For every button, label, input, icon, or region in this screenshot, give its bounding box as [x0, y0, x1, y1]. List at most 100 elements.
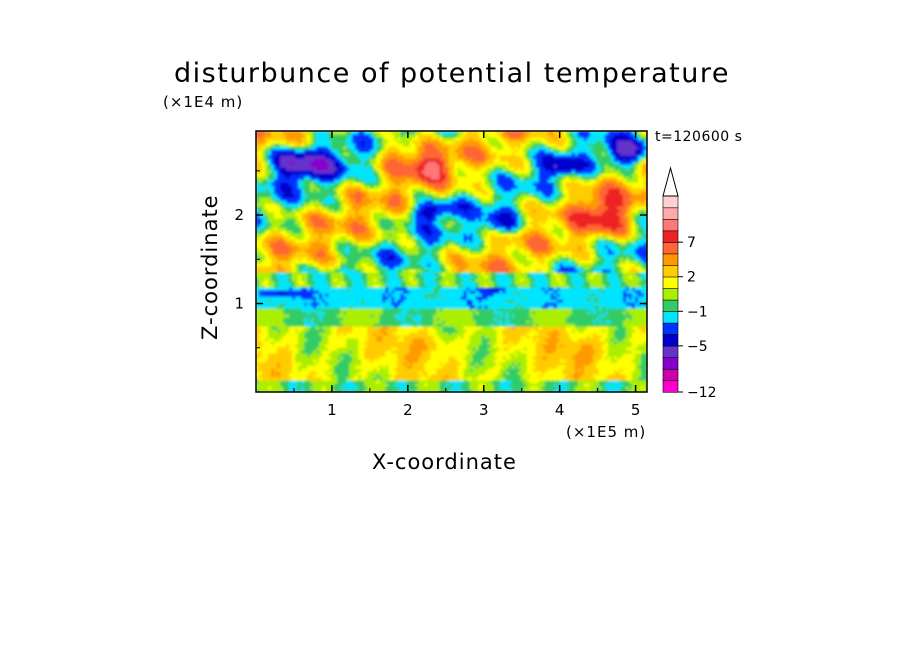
heatmap-cell [343, 326, 347, 330]
heatmap-cell [349, 383, 353, 387]
heatmap-cell [400, 284, 404, 288]
heatmap-cell [442, 356, 447, 360]
heatmap-cell [505, 332, 510, 336]
heatmap-cell [508, 326, 513, 330]
heatmap-cell [370, 362, 374, 366]
heatmap-cell [301, 284, 305, 288]
heatmap-cell [625, 338, 630, 342]
heatmap-cell [547, 299, 552, 303]
heatmap-cell [334, 305, 338, 309]
heatmap-cell [415, 311, 420, 315]
heatmap-cell [361, 323, 365, 327]
heatmap-cell [325, 290, 329, 294]
heatmap-cell [388, 365, 392, 369]
heatmap-cell [394, 386, 398, 390]
heatmap-cell [424, 311, 429, 315]
heatmap-cell [499, 302, 504, 306]
heatmap-cell [481, 344, 486, 348]
heatmap-cell [469, 386, 474, 390]
heatmap-cell [562, 278, 567, 282]
heatmap-cell [451, 332, 456, 336]
heatmap-cell [340, 344, 344, 348]
heatmap-cell [256, 371, 260, 375]
heatmap-cell [355, 356, 359, 360]
heatmap-cell [376, 281, 380, 285]
heatmap-cell [358, 275, 362, 279]
heatmap-cell [451, 371, 456, 375]
heatmap-cell [505, 302, 510, 306]
heatmap-cell [466, 371, 471, 375]
heatmap-cell [538, 284, 543, 288]
heatmap-cell [256, 347, 260, 351]
heatmap-cell [613, 338, 618, 342]
heatmap-cell [529, 356, 534, 360]
heatmap-cell [298, 305, 302, 309]
heatmap-cell [613, 305, 618, 309]
heatmap-cell [496, 341, 501, 345]
heatmap-cell [457, 338, 462, 342]
heatmap-cell [283, 287, 287, 291]
heatmap-cell [589, 323, 594, 327]
heatmap-cell [613, 281, 618, 285]
heatmap-cell [592, 278, 597, 282]
heatmap-cell [619, 389, 624, 392]
heatmap-cell [406, 278, 410, 282]
heatmap-cell [364, 359, 368, 363]
heatmap-cell [640, 353, 645, 357]
heatmap-cell [544, 362, 549, 366]
heatmap-cell [526, 362, 531, 366]
heatmap-cell [259, 281, 263, 285]
heatmap-cell [280, 296, 284, 300]
heatmap-cell [502, 299, 507, 303]
heatmap-cell [274, 377, 278, 381]
heatmap-cell [535, 374, 540, 378]
heatmap-cell [592, 302, 597, 306]
heatmap-cell [484, 362, 489, 366]
heatmap-cell [571, 290, 576, 294]
heatmap-cell [592, 335, 597, 339]
heatmap-cell [427, 353, 432, 357]
heatmap-cell [571, 308, 576, 312]
heatmap-cell [511, 296, 516, 300]
heatmap-cell [634, 386, 639, 390]
heatmap-cell [469, 281, 474, 285]
heatmap-cell [604, 308, 609, 312]
heatmap-cell [343, 374, 347, 378]
heatmap-cell [355, 332, 359, 336]
heatmap-cell [364, 284, 368, 288]
heatmap-cell [376, 350, 380, 354]
heatmap-cell [607, 293, 612, 297]
heatmap-cell [577, 344, 582, 348]
heatmap-cell [634, 317, 639, 321]
heatmap-cell [367, 335, 371, 339]
heatmap-cell [412, 335, 417, 339]
heatmap-cell [517, 287, 522, 291]
heatmap-cell [289, 359, 293, 363]
heatmap-cell [640, 320, 645, 324]
heatmap-cell [268, 365, 272, 369]
heatmap-cell [454, 380, 459, 384]
heatmap-cell [418, 317, 423, 321]
heatmap-cell [565, 320, 570, 324]
heatmap-cell [595, 335, 600, 339]
heatmap-cell [490, 290, 495, 294]
heatmap-cell [520, 341, 525, 345]
heatmap-cell [604, 383, 609, 387]
heatmap-cell [493, 362, 498, 366]
heatmap-cell [277, 326, 281, 330]
heatmap-cell [298, 281, 302, 285]
heatmap-cell [268, 305, 272, 309]
heatmap-cell [496, 380, 501, 384]
heatmap-cell [403, 287, 407, 291]
heatmap-cell [544, 326, 549, 330]
heatmap-cell [292, 356, 296, 360]
heatmap-cell [388, 371, 392, 375]
heatmap-cell [508, 368, 513, 372]
heatmap-cell [592, 299, 597, 303]
heatmap-cell [544, 386, 549, 390]
heatmap-cell [466, 380, 471, 384]
heatmap-cell [331, 377, 335, 381]
heatmap-cell [511, 323, 516, 327]
heatmap-cell [379, 308, 383, 312]
heatmap-cell [577, 377, 582, 381]
